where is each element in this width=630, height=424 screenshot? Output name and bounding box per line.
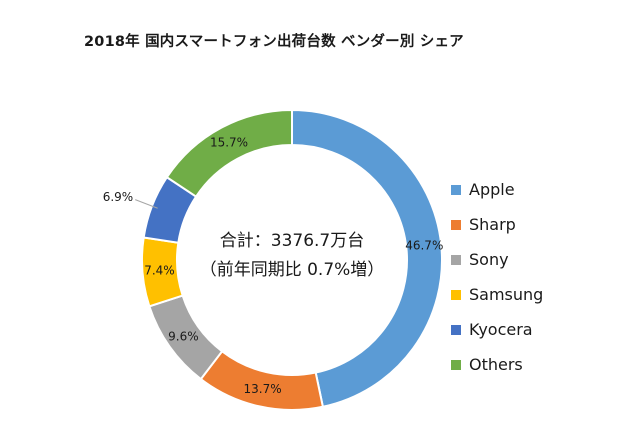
legend-swatch xyxy=(451,359,461,370)
legend-swatch xyxy=(451,324,461,335)
legend-item-kyocera: Kyocera xyxy=(451,312,543,347)
legend-swatch xyxy=(451,289,461,300)
data-label-kyocera: 6.9% xyxy=(103,190,134,204)
legend: Apple Sharp Sony Samsung Kyocera Others xyxy=(451,172,543,382)
slice-sharp xyxy=(199,349,325,411)
leader-line-kyocera xyxy=(135,199,158,209)
slice-others xyxy=(165,108,293,198)
legend-label: Samsung xyxy=(469,285,544,304)
legend-swatch xyxy=(451,254,461,265)
legend-item-samsung: Samsung xyxy=(451,277,543,312)
legend-item-others: Others xyxy=(451,347,543,382)
chart-title: 2018年 国内スマートフォン出荷台数 ベンダー別 シェア xyxy=(84,34,464,50)
data-label-samsung: 7.4% xyxy=(144,263,175,277)
legend-item-sony: Sony xyxy=(451,242,543,277)
legend-swatch xyxy=(451,219,461,230)
data-label-sharp: 13.7% xyxy=(244,382,282,396)
data-label-others: 15.7% xyxy=(210,135,248,149)
legend-swatch xyxy=(451,184,461,195)
slice-apple xyxy=(291,108,443,408)
legend-label: Others xyxy=(469,355,523,374)
legend-item-sharp: Sharp xyxy=(451,207,543,242)
legend-label: Sony xyxy=(469,250,509,269)
legend-label: Apple xyxy=(469,180,515,199)
legend-item-apple: Apple xyxy=(451,172,543,207)
data-label-apple: 46.7% xyxy=(405,239,443,253)
legend-label: Sharp xyxy=(469,215,516,234)
data-label-sony: 9.6% xyxy=(168,329,199,343)
legend-label: Kyocera xyxy=(469,320,533,339)
